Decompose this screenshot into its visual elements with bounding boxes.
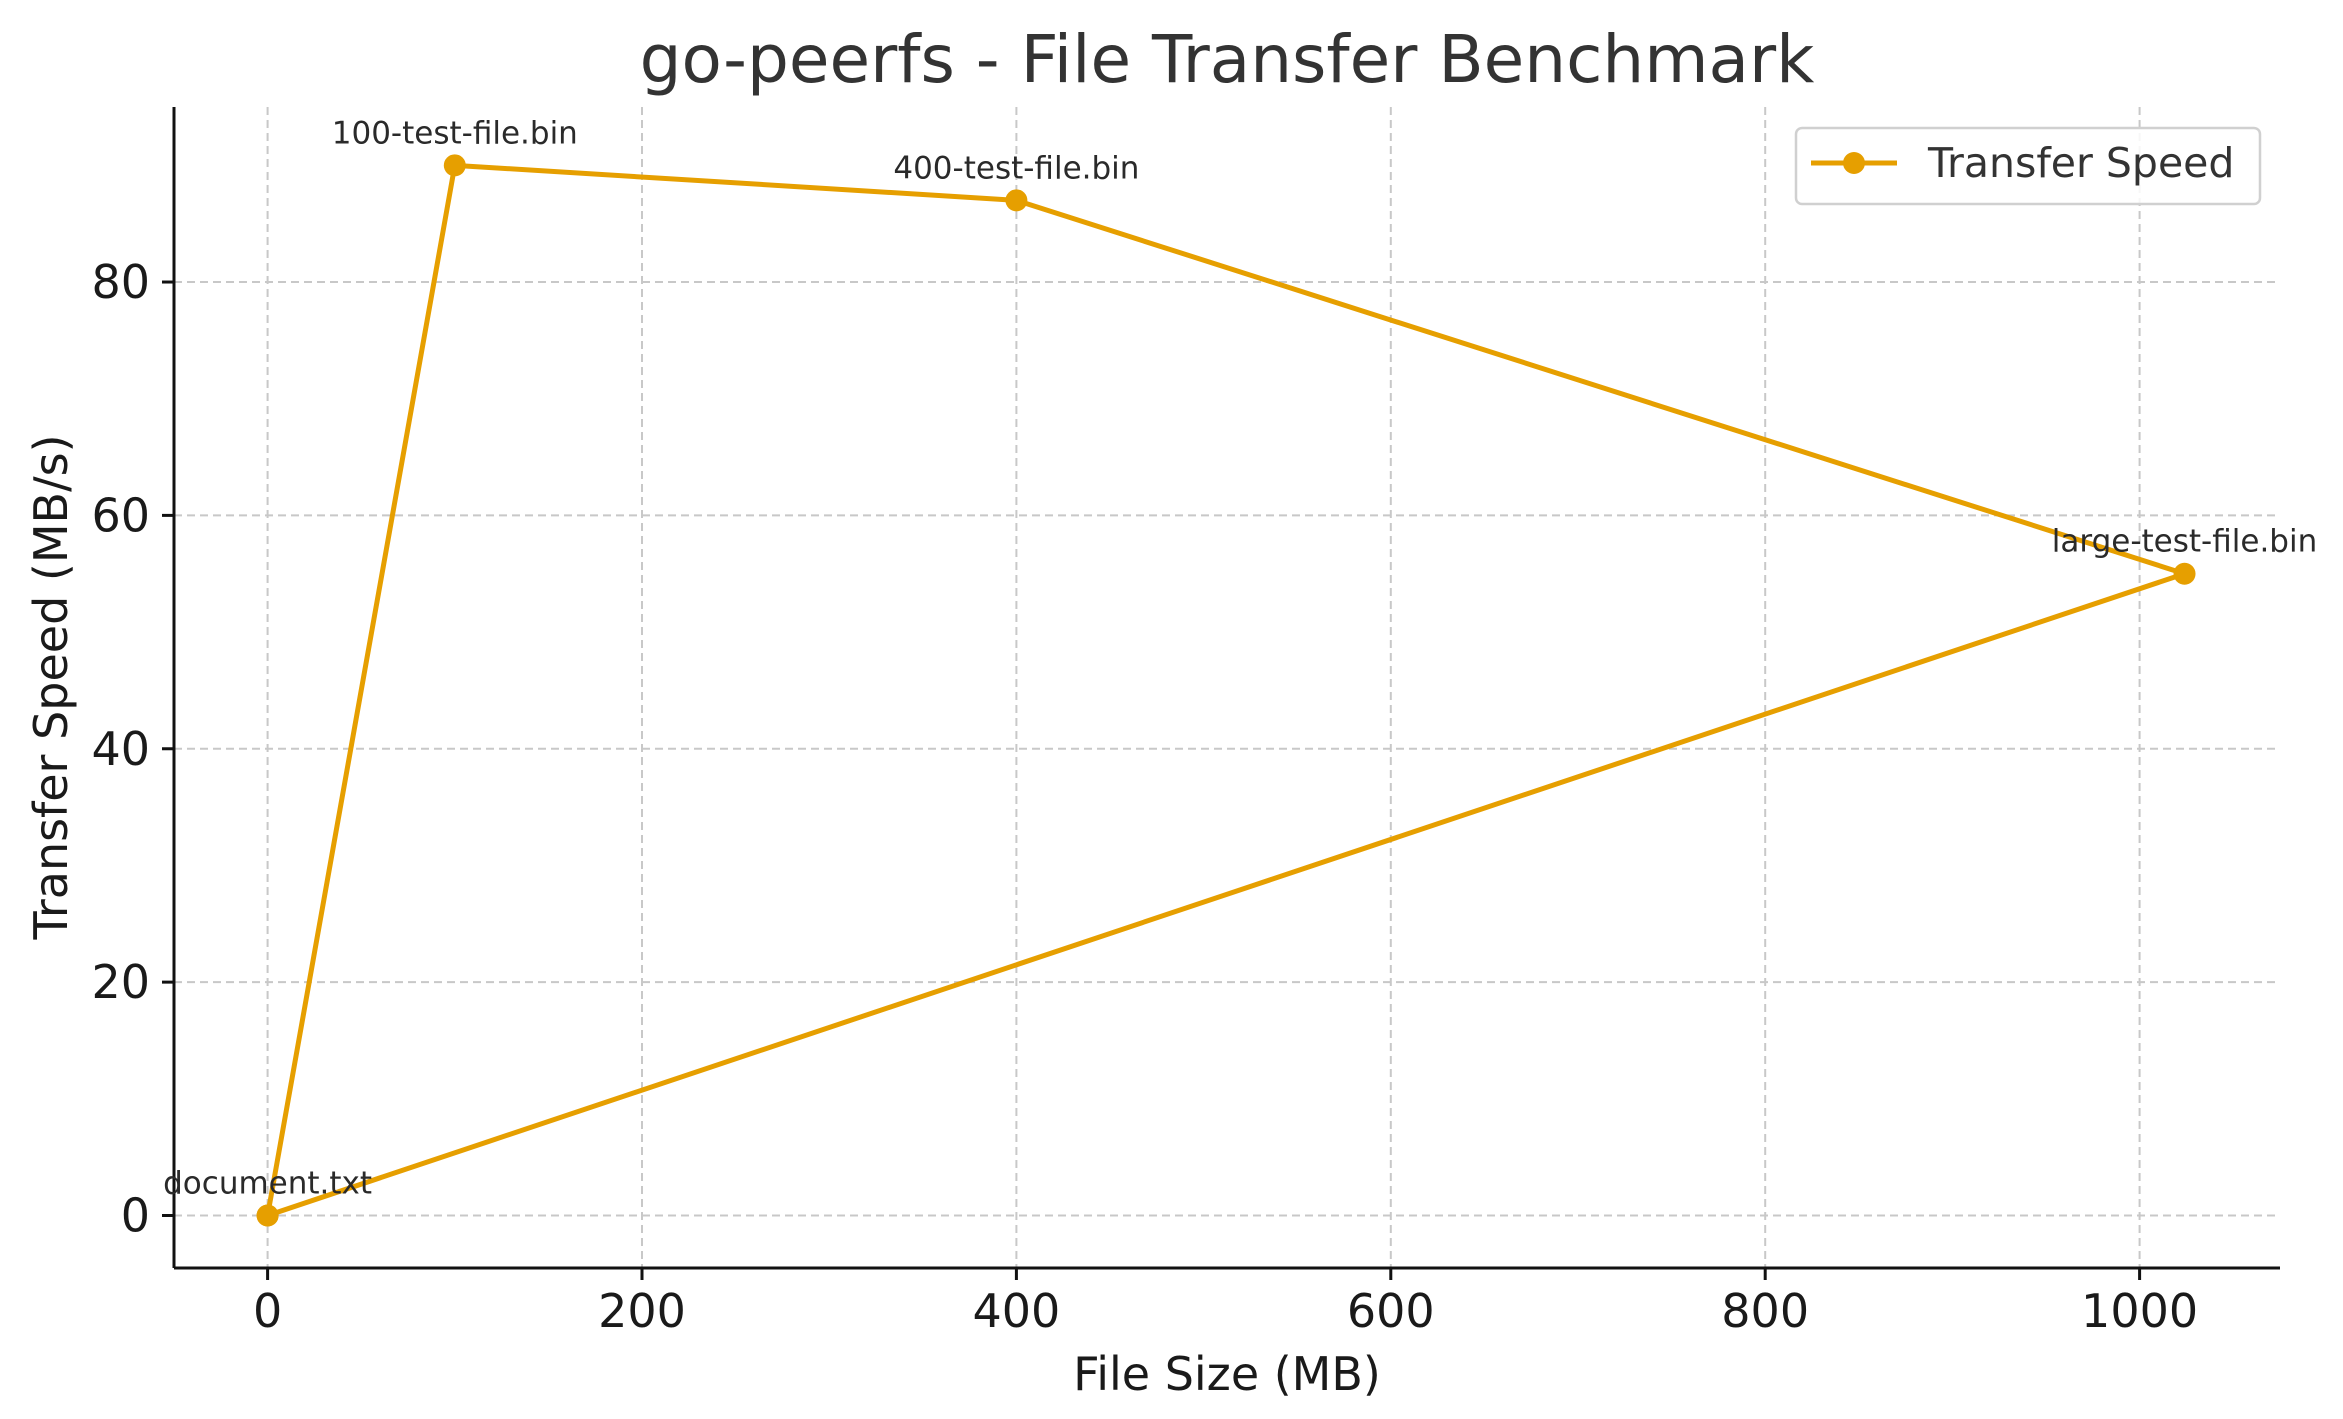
x-tick-label: 200 bbox=[598, 1284, 686, 1338]
y-axis-label: Transfer Speed (MB/s) bbox=[24, 434, 78, 940]
y-tick-label: 60 bbox=[91, 488, 150, 542]
data-point-label: document.txt bbox=[163, 1165, 372, 1201]
y-tick-label: 80 bbox=[91, 255, 150, 309]
x-tick-label: 800 bbox=[1721, 1284, 1809, 1338]
series-line bbox=[265, 162, 2188, 1218]
y-tick-label: 0 bbox=[121, 1188, 150, 1242]
data-point bbox=[2173, 562, 2196, 585]
data-point bbox=[1005, 189, 1028, 212]
legend-box bbox=[1794, 126, 2262, 206]
legend-marker-swatch bbox=[1843, 152, 1865, 174]
legend: Transfer Speed bbox=[1794, 126, 2262, 206]
data-point-label: 100-test-file.bin bbox=[332, 115, 578, 151]
x-tick-label: 1000 bbox=[2081, 1284, 2198, 1338]
chart-title: go-peerfs - File Transfer Benchmark bbox=[640, 21, 1815, 98]
y-tick-label: 40 bbox=[91, 722, 150, 776]
legend-label: Transfer Speed bbox=[1927, 139, 2234, 187]
tick-layer: 0 200 400 600 800 1000 0 20 40 60 80 bbox=[91, 255, 2198, 1338]
axes-layer bbox=[172, 107, 2280, 1270]
data-point-label: large-test-file.bin bbox=[2052, 524, 2317, 560]
series-line-layer bbox=[256, 154, 2196, 1227]
data-point-label: 400-test-file.bin bbox=[893, 150, 1139, 186]
data-point bbox=[443, 154, 466, 177]
x-tick-label: 0 bbox=[253, 1284, 282, 1338]
x-tick-label: 400 bbox=[972, 1284, 1060, 1338]
grid-layer bbox=[174, 107, 2280, 1268]
x-tick-label: 600 bbox=[1347, 1284, 1435, 1338]
y-tick-label: 20 bbox=[91, 955, 150, 1009]
data-point bbox=[256, 1204, 279, 1227]
x-axis-label: File Size (MB) bbox=[1073, 1347, 1381, 1401]
annotation-layer: document.txt 100-test-file.bin 400-test-fi… bbox=[163, 115, 2317, 1201]
